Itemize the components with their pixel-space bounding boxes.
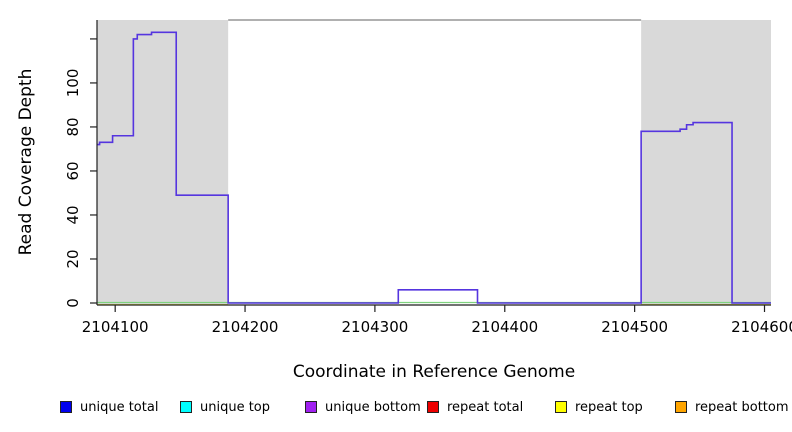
x-tick-label: 2104100	[82, 318, 149, 336]
legend-label-repeat-total: repeat total	[447, 399, 524, 415]
legend-swatch-unique-top	[180, 401, 192, 413]
legend-item-repeat-bottom: repeat bottom	[675, 399, 789, 415]
legend-item-repeat-top: repeat top	[555, 399, 643, 415]
legend-swatch-repeat-bottom	[675, 401, 687, 413]
legend-item-unique-top: unique top	[180, 399, 271, 415]
y-tick-label: 100	[64, 69, 82, 98]
x-tick-label: 2104300	[342, 318, 409, 336]
legend-swatch-repeat-top	[555, 401, 567, 413]
legend: unique total unique top unique bottom re…	[0, 400, 792, 416]
legend-swatch-repeat-total	[427, 401, 439, 413]
legend-swatch-unique-total	[60, 401, 72, 413]
y-tick-label: 20	[64, 249, 82, 268]
legend-item-unique-total: unique total	[60, 399, 159, 415]
legend-item-repeat-total: repeat total	[427, 399, 524, 415]
plot-generated-layer: 2104100 2104200 2104300 2104400 2104500 21046…	[64, 19, 792, 336]
legend-label-repeat-top: repeat top	[575, 399, 643, 415]
repeat-region-left	[97, 20, 229, 305]
y-tick-label: 60	[64, 161, 82, 180]
x-tick-label: 2104500	[601, 318, 668, 336]
coverage-line	[97, 31, 771, 304]
y-axis-title: Read Coverage Depth	[16, 69, 36, 256]
y-tick-label: 80	[64, 117, 82, 136]
coverage-plot: 2104100 2104200 2104300 2104400 2104500 21046…	[16, 19, 792, 382]
legend-swatch-unique-bottom	[305, 401, 317, 413]
x-tick-label: 2104600	[731, 318, 792, 336]
repeat-region-right	[641, 20, 771, 305]
y-tick-label: 0	[64, 298, 82, 308]
legend-item-unique-bottom: unique bottom	[305, 399, 421, 415]
legend-label-repeat-bottom: repeat bottom	[695, 399, 789, 415]
x-tick-label: 2104200	[212, 318, 279, 336]
legend-label-unique-bottom: unique bottom	[325, 399, 421, 415]
legend-label-unique-total: unique total	[80, 399, 159, 415]
x-axis-title: Coordinate in Reference Genome	[293, 362, 575, 382]
y-tick-label: 40	[64, 205, 82, 224]
legend-label-unique-top: unique top	[200, 399, 271, 415]
x-tick-label: 2104400	[471, 318, 538, 336]
